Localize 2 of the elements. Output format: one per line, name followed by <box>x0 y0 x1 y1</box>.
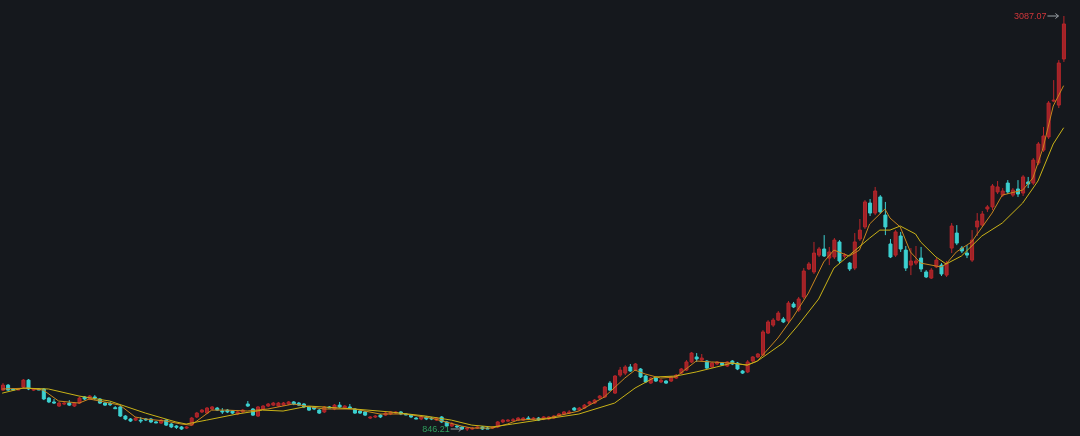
annotation: 3087.07 <box>1013 11 1047 21</box>
annotation: 846.21 <box>422 424 450 434</box>
